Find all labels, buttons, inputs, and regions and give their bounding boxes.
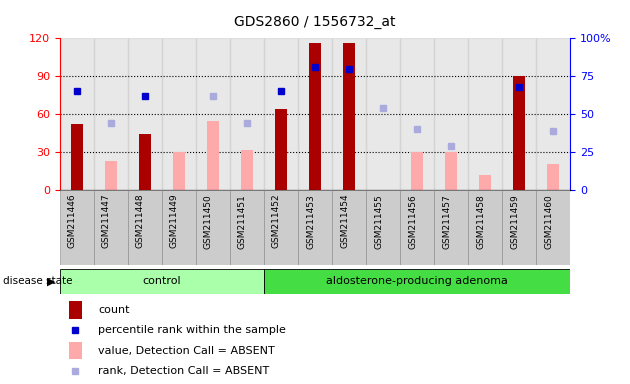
- Text: percentile rank within the sample: percentile rank within the sample: [98, 325, 286, 335]
- Text: count: count: [98, 305, 130, 315]
- Bar: [173, 152, 185, 190]
- Bar: [400, 38, 434, 190]
- Text: GSM211454: GSM211454: [340, 194, 349, 248]
- Text: GSM211449: GSM211449: [170, 194, 179, 248]
- Text: GSM211446: GSM211446: [68, 194, 77, 248]
- Bar: [60, 269, 264, 294]
- Text: value, Detection Call = ABSENT: value, Detection Call = ABSENT: [98, 346, 275, 356]
- Text: GSM211453: GSM211453: [306, 194, 315, 248]
- Bar: [264, 190, 298, 265]
- Bar: [230, 38, 264, 190]
- Text: GSM211450: GSM211450: [204, 194, 213, 248]
- Bar: [128, 38, 162, 190]
- Bar: [547, 164, 559, 190]
- Bar: [332, 38, 366, 190]
- Bar: [468, 38, 502, 190]
- Text: GSM211458: GSM211458: [476, 194, 485, 248]
- Text: GSM211452: GSM211452: [272, 194, 281, 248]
- Bar: [207, 121, 219, 190]
- Bar: [139, 134, 151, 190]
- Bar: [298, 38, 332, 190]
- Bar: [502, 38, 536, 190]
- Text: GSM211460: GSM211460: [544, 194, 553, 248]
- Bar: [366, 190, 400, 265]
- Text: aldosterone-producing adenoma: aldosterone-producing adenoma: [326, 276, 508, 286]
- Bar: [162, 38, 196, 190]
- Text: GSM211451: GSM211451: [238, 194, 247, 248]
- Bar: [71, 124, 83, 190]
- Bar: [264, 38, 298, 190]
- Bar: [445, 152, 457, 190]
- Text: GDS2860 / 1556732_at: GDS2860 / 1556732_at: [234, 15, 396, 29]
- Bar: [60, 38, 94, 190]
- Bar: [69, 342, 81, 359]
- Bar: [343, 43, 355, 190]
- Text: rank, Detection Call = ABSENT: rank, Detection Call = ABSENT: [98, 366, 270, 376]
- Text: control: control: [142, 276, 181, 286]
- Bar: [241, 150, 253, 190]
- Bar: [536, 190, 570, 265]
- Bar: [69, 301, 81, 319]
- Bar: [162, 190, 196, 265]
- Bar: [128, 190, 162, 265]
- Bar: [94, 38, 128, 190]
- Text: GSM211448: GSM211448: [136, 194, 145, 248]
- Bar: [502, 190, 536, 265]
- Bar: [196, 38, 230, 190]
- Bar: [513, 76, 525, 190]
- Text: GSM211447: GSM211447: [102, 194, 111, 248]
- Bar: [434, 190, 468, 265]
- Bar: [264, 269, 570, 294]
- Bar: [105, 161, 117, 190]
- Text: disease state: disease state: [3, 276, 72, 286]
- Bar: [230, 190, 264, 265]
- Bar: [468, 190, 502, 265]
- Bar: [298, 190, 332, 265]
- Bar: [94, 190, 128, 265]
- Text: GSM211455: GSM211455: [374, 194, 383, 248]
- Bar: [479, 175, 491, 190]
- Text: GSM211457: GSM211457: [442, 194, 451, 248]
- Bar: [366, 38, 400, 190]
- Bar: [60, 190, 94, 265]
- Bar: [411, 152, 423, 190]
- Bar: [275, 109, 287, 190]
- Bar: [536, 38, 570, 190]
- Bar: [434, 38, 468, 190]
- Bar: [332, 190, 366, 265]
- Text: GSM211459: GSM211459: [510, 194, 519, 248]
- Bar: [309, 43, 321, 190]
- Bar: [196, 190, 230, 265]
- Bar: [400, 190, 434, 265]
- Text: GSM211456: GSM211456: [408, 194, 417, 248]
- Text: ▶: ▶: [47, 276, 55, 286]
